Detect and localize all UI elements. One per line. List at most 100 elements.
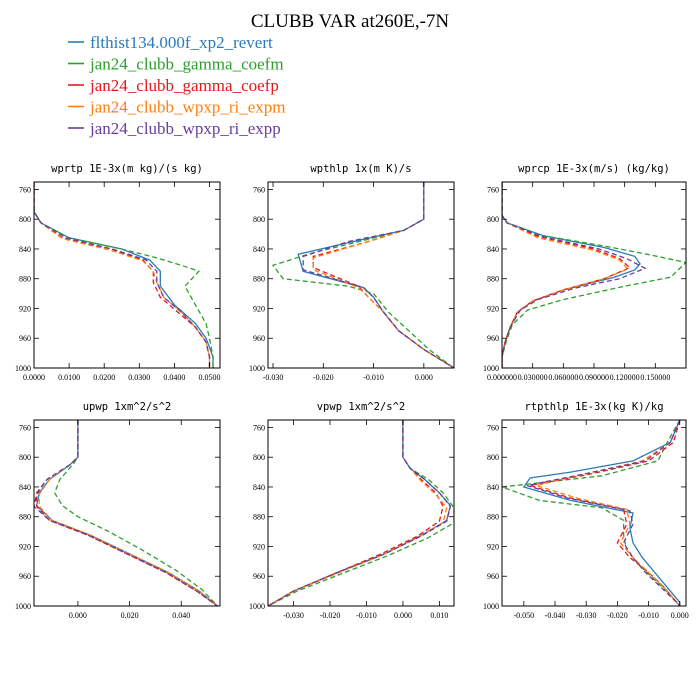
series-line	[53, 420, 218, 606]
y-tick-label: 920	[253, 542, 265, 551]
y-tick-label: 880	[487, 513, 499, 522]
series-line	[529, 420, 681, 606]
x-tick-label: 0.150000	[640, 373, 670, 382]
x-tick-label: 0.000	[394, 611, 412, 620]
series-line	[34, 182, 211, 368]
series-line	[312, 182, 454, 368]
y-tick-label: 760	[253, 185, 265, 194]
legend-label: jan24_clubb_wpxp_ri_expp	[89, 119, 281, 138]
y-tick-label: 1000	[483, 602, 499, 611]
legend-label: jan24_clubb_gamma_coefm	[89, 55, 284, 74]
plot-frame	[501, 181, 687, 369]
x-tick-label: -0.030	[576, 611, 597, 620]
x-tick-label: -0.010	[638, 611, 659, 620]
x-tick-label: 0.000	[415, 373, 433, 382]
plot-panel: wprtp 1E-3x(m kg)/(s kg) 760 800 840 880 920 9…	[15, 163, 221, 382]
panel-title: wprcp 1E-3x(m/s) (kg/kg)	[518, 163, 670, 175]
series-line	[502, 182, 647, 368]
x-tick-label: -0.050	[513, 611, 534, 620]
panel-title: vpwp 1xm^2/s^2	[317, 401, 406, 413]
y-tick-label: 1000	[15, 364, 31, 373]
series-line	[312, 182, 454, 368]
y-tick-label: 840	[487, 483, 499, 492]
series-line	[268, 420, 452, 606]
x-tick-label: 0.0200	[93, 373, 115, 382]
series-line	[34, 182, 214, 368]
series-line	[35, 420, 218, 606]
series-line	[502, 420, 681, 606]
plot-panel: upwp 1xm^2/s^2 760 800 840 880 920 960 1000 0.00…	[15, 401, 221, 620]
series-line	[34, 182, 214, 368]
plot-frame	[33, 419, 221, 607]
x-tick-label: 0.090000	[579, 373, 609, 382]
x-tick-label: -0.020	[313, 373, 334, 382]
plot-panels: wprtp 1E-3x(m kg)/(s kg) 760 800 840 880 920 9…	[15, 163, 689, 620]
x-tick-label: 0.000000	[487, 373, 517, 382]
y-tick-label: 1000	[249, 602, 265, 611]
y-tick-label: 800	[19, 215, 31, 224]
plot-frame	[501, 419, 687, 607]
plot-panel: rtpthlp 1E-3x(kg K)/kg 760 800 840 880 920 960…	[483, 401, 689, 620]
y-tick-label: 960	[253, 572, 265, 581]
y-tick-label: 960	[487, 334, 499, 343]
series-line	[268, 420, 444, 606]
y-tick-label: 960	[19, 572, 31, 581]
x-tick-label: 0.060000	[548, 373, 578, 382]
panel-title: rtpthlp 1E-3x(kg K)/kg	[524, 401, 663, 413]
series-line	[502, 182, 686, 368]
x-tick-label: -0.020	[607, 611, 628, 620]
x-tick-label: -0.030	[263, 373, 284, 382]
series-line	[522, 420, 681, 606]
panel-title: upwp 1xm^2/s^2	[83, 401, 172, 413]
y-tick-label: 840	[487, 245, 499, 254]
panel-title: wprtp 1E-3x(m kg)/(s kg)	[51, 163, 203, 175]
y-tick-label: 840	[253, 245, 265, 254]
y-tick-label: 880	[487, 275, 499, 284]
y-tick-label: 760	[253, 423, 265, 432]
x-tick-label: 0.040	[172, 611, 190, 620]
x-tick-label: 0.010	[430, 611, 448, 620]
x-tick-label: -0.020	[320, 611, 341, 620]
series-line	[502, 182, 629, 368]
x-tick-label: 0.0000	[23, 373, 45, 382]
series-line	[38, 420, 218, 606]
y-tick-label: 800	[487, 453, 499, 462]
x-tick-label: 0.0400	[163, 373, 185, 382]
y-tick-label: 1000	[483, 364, 499, 373]
y-tick-label: 760	[487, 423, 499, 432]
y-tick-label: 880	[253, 275, 265, 284]
series-line	[268, 420, 454, 606]
series-line	[526, 420, 681, 606]
y-tick-label: 800	[19, 453, 31, 462]
legend-label: flthist134.000f_xp2_revert	[90, 33, 273, 52]
y-tick-label: 800	[253, 215, 265, 224]
series-line	[34, 182, 211, 368]
x-tick-label: 0.120000	[610, 373, 640, 382]
series-line	[502, 182, 641, 368]
panel-title: wpthlp 1x(m K)/s	[310, 163, 411, 175]
y-tick-label: 800	[253, 453, 265, 462]
y-tick-label: 920	[487, 304, 499, 313]
y-tick-label: 1000	[15, 602, 31, 611]
series-line	[35, 420, 218, 606]
y-tick-label: 880	[253, 513, 265, 522]
series-line	[302, 182, 454, 368]
y-tick-label: 920	[487, 542, 499, 551]
series-line	[271, 182, 454, 368]
y-tick-label: 880	[19, 275, 31, 284]
y-tick-label: 960	[487, 572, 499, 581]
plot-frame	[267, 419, 455, 607]
series-line	[502, 182, 631, 368]
x-tick-label: 0.0500	[198, 373, 220, 382]
y-tick-label: 1000	[249, 364, 265, 373]
y-tick-label: 960	[253, 334, 265, 343]
x-tick-label: -0.040	[545, 611, 566, 620]
x-tick-label: -0.030	[283, 611, 304, 620]
legend-label: jan24_clubb_gamma_coefp	[89, 76, 279, 95]
series-line	[34, 182, 211, 368]
y-tick-label: 840	[253, 483, 265, 492]
y-tick-label: 760	[487, 185, 499, 194]
y-tick-label: 880	[19, 513, 31, 522]
x-tick-label: 0.020	[121, 611, 139, 620]
y-tick-label: 760	[19, 185, 31, 194]
